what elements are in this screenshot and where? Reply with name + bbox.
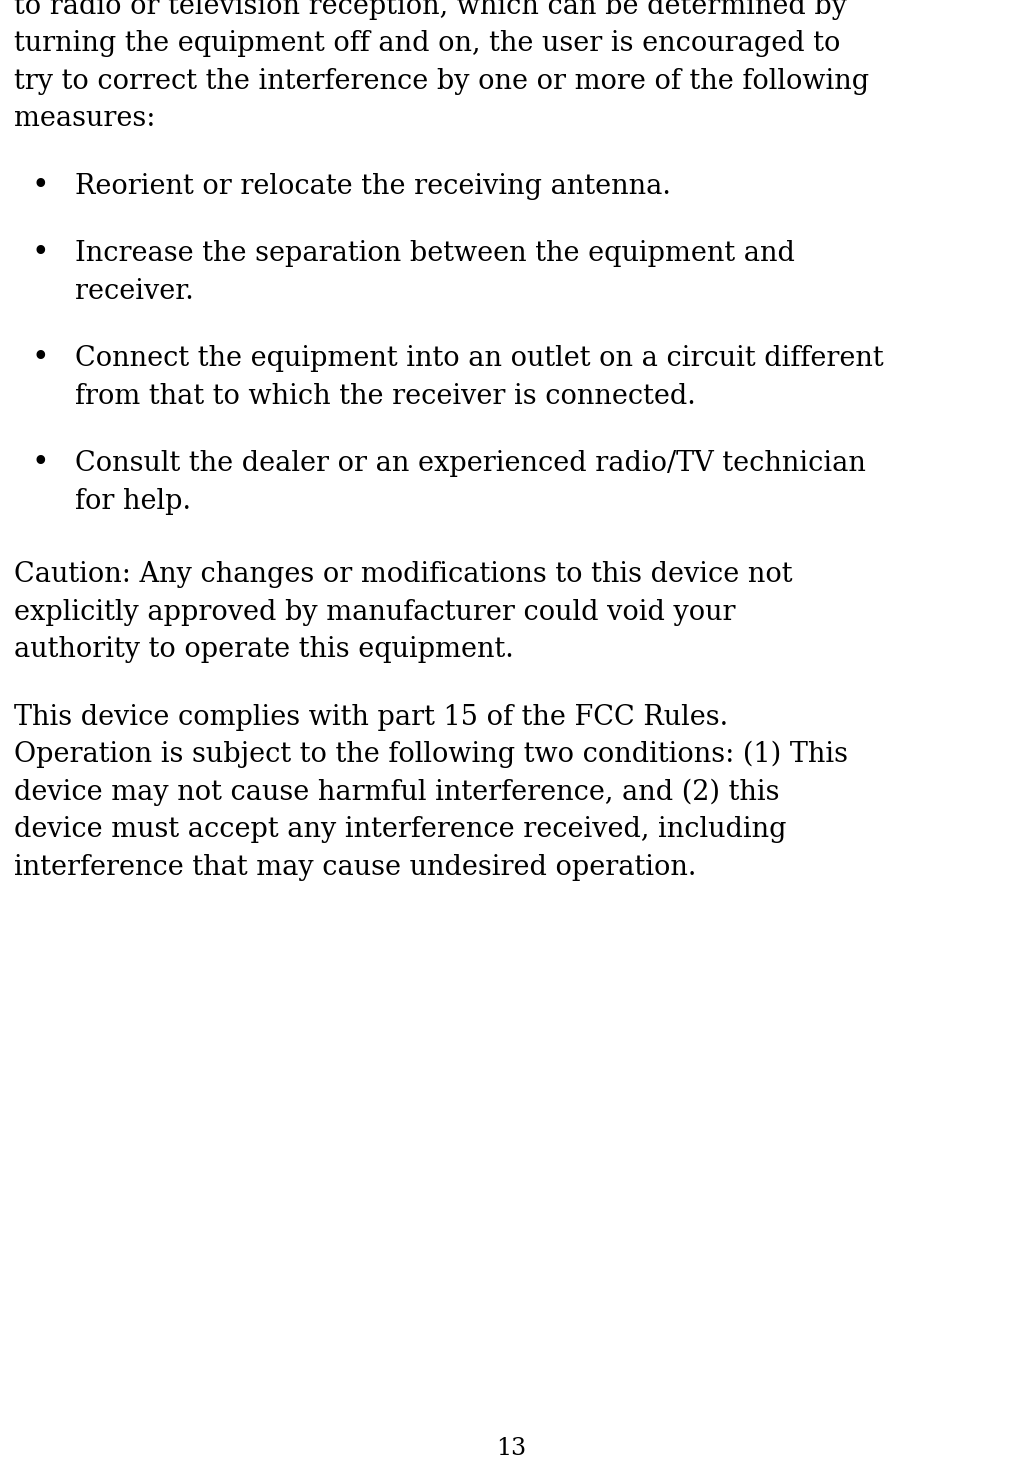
Text: measures:: measures:: [14, 105, 155, 132]
Text: 13: 13: [496, 1437, 527, 1459]
Text: Caution: Any changes or modifications to this device not: Caution: Any changes or modifications to…: [14, 561, 793, 589]
Text: Increase the separation between the equipment and: Increase the separation between the equi…: [75, 240, 795, 267]
Text: •: •: [32, 344, 50, 372]
Text: interference that may cause undesired operation.: interference that may cause undesired op…: [14, 854, 697, 881]
Text: authority to operate this equipment.: authority to operate this equipment.: [14, 636, 514, 663]
Text: device may not cause harmful interference, and (2) this: device may not cause harmful interferenc…: [14, 779, 780, 805]
Text: Connect the equipment into an outlet on a circuit different: Connect the equipment into an outlet on …: [75, 346, 884, 372]
Text: •: •: [32, 172, 50, 200]
Text: explicitly approved by manufacturer could void your: explicitly approved by manufacturer coul…: [14, 599, 736, 626]
Text: from that to which the receiver is connected.: from that to which the receiver is conne…: [75, 383, 696, 409]
Text: •: •: [32, 449, 50, 478]
Text: Consult the dealer or an experienced radio/TV technician: Consult the dealer or an experienced rad…: [75, 451, 865, 478]
Text: device must accept any interference received, including: device must accept any interference rece…: [14, 816, 787, 844]
Text: Reorient or relocate the receiving antenna.: Reorient or relocate the receiving anten…: [75, 172, 671, 200]
Text: receiver.: receiver.: [75, 277, 193, 304]
Text: to radio or television reception, which can be determined by: to radio or television reception, which …: [14, 0, 847, 19]
Text: •: •: [32, 239, 50, 267]
Text: for help.: for help.: [75, 488, 191, 515]
Text: Operation is subject to the following two conditions: (1) This: Operation is subject to the following tw…: [14, 740, 848, 768]
Text: try to correct the interference by one or more of the following: try to correct the interference by one o…: [14, 68, 870, 95]
Text: This device complies with part 15 of the FCC Rules.: This device complies with part 15 of the…: [14, 703, 728, 731]
Text: turning the equipment off and on, the user is encouraged to: turning the equipment off and on, the us…: [14, 30, 840, 58]
